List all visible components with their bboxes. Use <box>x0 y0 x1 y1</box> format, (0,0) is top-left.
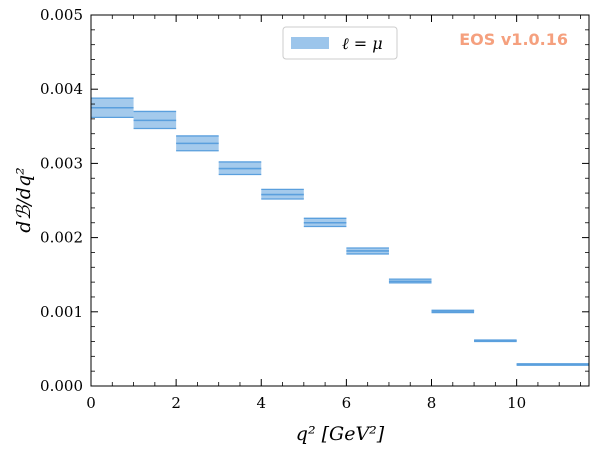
ticks-layer <box>90 14 589 387</box>
x-tick-label-2: 4 <box>256 394 266 412</box>
x-tick-labels: 0 2 4 6 8 10 <box>86 394 526 412</box>
y-tick-label-5: 0.005 <box>40 6 83 24</box>
x-tick-label-4: 8 <box>427 394 437 412</box>
y-tick-label-4: 0.004 <box>40 80 83 98</box>
y-tick-label-1: 0.001 <box>40 303 83 321</box>
legend-label: ℓ = μ <box>342 34 383 53</box>
x-axis-title: q² [GeV²] <box>296 423 385 445</box>
legend: ℓ = μ <box>282 26 398 60</box>
x-tick-label-3: 6 <box>342 394 352 412</box>
y-tick-label-2: 0.002 <box>40 229 83 247</box>
y-tick-label-3: 0.003 <box>40 154 83 172</box>
bins-layer <box>91 97 589 366</box>
y-tick-label-0: 0.000 <box>40 377 83 395</box>
x-tick-label-0: 0 <box>86 394 96 412</box>
x-tick-label-5: 10 <box>507 394 526 412</box>
y-axis-title: dℬ/dq² <box>13 167 35 232</box>
legend-box <box>282 26 398 60</box>
legend-swatch <box>291 37 329 49</box>
plot-frame <box>90 14 590 387</box>
y-tick-labels: 0.000 0.001 0.002 0.003 0.004 0.005 <box>40 6 83 395</box>
eos-watermark: EOS v1.0.16 <box>459 30 568 49</box>
x-tick-label-1: 2 <box>171 394 181 412</box>
